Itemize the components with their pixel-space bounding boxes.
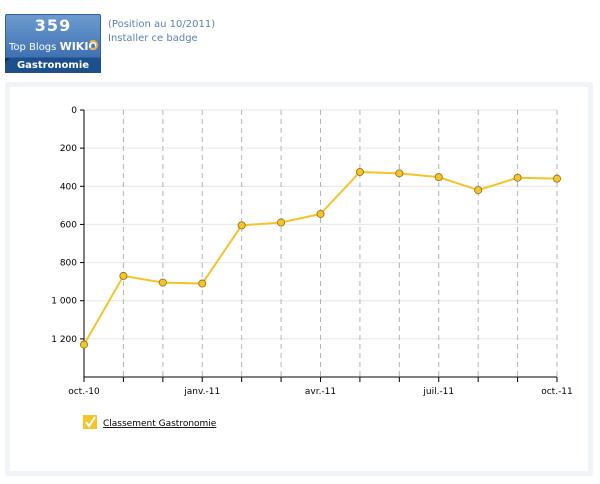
data-point[interactable] (434, 173, 443, 182)
data-point[interactable] (158, 278, 167, 287)
data-point[interactable] (119, 271, 128, 280)
y-tick-label: 400 (60, 182, 77, 192)
data-point[interactable] (474, 186, 483, 195)
data-point[interactable] (277, 218, 286, 227)
data-point[interactable] (553, 174, 562, 183)
ranking-line-chart: 0 200 400 600 800 1 000 1 200 oct.-10 janv.-11 a… (51, 106, 573, 429)
x-tick-marks (83, 377, 558, 382)
data-point[interactable] (395, 169, 404, 178)
legend[interactable]: Classement Gastronomie (83, 415, 217, 429)
x-tick-label: juil.-11 (422, 387, 454, 397)
y-tick-label: 600 (60, 220, 77, 230)
series-group (80, 167, 562, 349)
y-tick-label: 1 000 (51, 297, 77, 307)
y-tick-label: 200 (60, 144, 77, 154)
legend-label[interactable]: Classement Gastronomie (103, 419, 217, 429)
x-tick-label: avr.-11 (305, 387, 336, 397)
badge-brand-prefix: Top Blogs (9, 42, 57, 53)
badge-info: (Position au 10/2011) Installer ce badge (108, 18, 215, 46)
y-tick-label: 0 (71, 106, 77, 116)
x-tick-label: oct.-11 (541, 387, 573, 397)
data-point[interactable] (316, 209, 325, 218)
wikio-swirl-icon (88, 40, 98, 50)
chart-panel: 0 200 400 600 800 1 000 1 200 oct.-10 janv.-11 a… (5, 82, 593, 476)
ribbon-fold-icon (5, 58, 10, 63)
badge-rank: 359 (34, 16, 72, 35)
x-tick-labels: oct.-10 janv.-11 avr.-11 juil.-11 oct.-11 (68, 387, 573, 397)
x-tick-label: janv.-11 (183, 387, 220, 397)
vertical-grid (122, 110, 558, 377)
badge-category: Gastronomie (5, 58, 101, 73)
install-badge-link[interactable]: Installer ce badge (108, 33, 198, 44)
position-note: (Position au 10/2011) (108, 19, 216, 30)
y-tick-labels: 0 200 400 600 800 1 000 1 200 (51, 106, 77, 345)
wikio-badge[interactable]: 359 Top Blogs WIKIO Gastronomie (5, 14, 101, 74)
axes (80, 109, 557, 378)
badge-brand: Top Blogs WIKIO (9, 40, 98, 53)
data-point[interactable] (198, 279, 207, 288)
data-point[interactable] (237, 221, 246, 230)
horizontal-grid (84, 109, 557, 340)
data-point[interactable] (80, 340, 89, 349)
data-point[interactable] (513, 173, 522, 182)
data-point[interactable] (355, 167, 364, 176)
y-tick-label: 1 200 (51, 335, 77, 345)
chart-area: 0 200 400 600 800 1 000 1 200 oct.-10 janv.-11 a… (10, 87, 588, 471)
x-tick-label: oct.-10 (68, 387, 100, 397)
badge-rank-panel (5, 14, 101, 58)
y-tick-label: 800 (60, 259, 77, 269)
check-icon (85, 416, 96, 428)
